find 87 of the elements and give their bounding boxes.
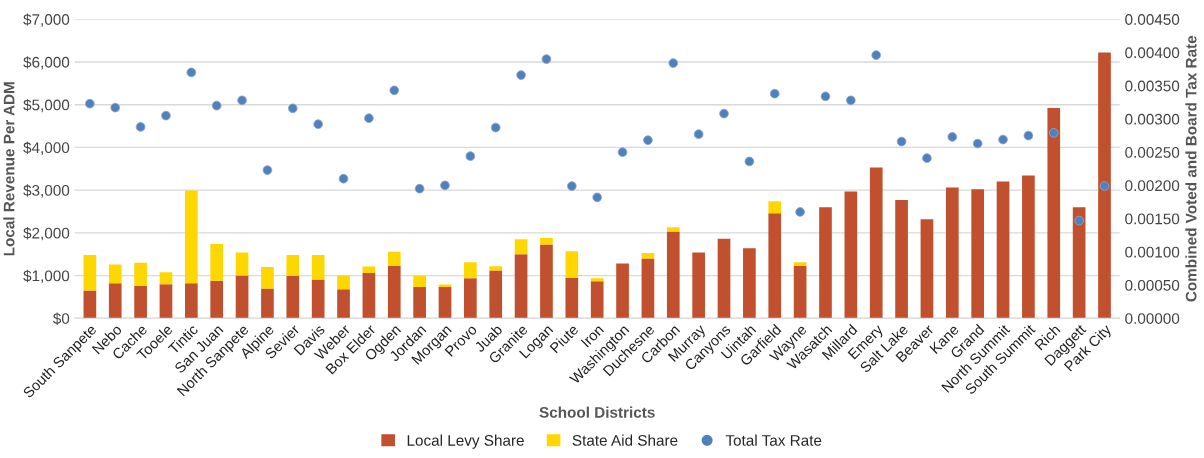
y2-tick-label: 0.00200	[1125, 180, 1180, 192]
y-tick-label: $1,000	[23, 269, 70, 284]
bar	[1047, 108, 1061, 319]
bar	[134, 285, 147, 319]
bar	[235, 275, 249, 319]
bar	[464, 278, 477, 319]
bar	[286, 276, 300, 319]
bar	[159, 284, 173, 319]
bar	[387, 265, 401, 319]
bar	[793, 265, 807, 319]
bar	[616, 263, 629, 319]
bar	[540, 244, 553, 319]
legend-label: State Aid Share	[572, 434, 678, 446]
bar	[83, 255, 97, 291]
bar	[337, 275, 350, 290]
legend-label: Local Levy Share	[407, 434, 524, 449]
bar	[514, 254, 528, 319]
bar	[413, 287, 426, 319]
y2-tick-label: 0.00400	[1125, 47, 1180, 59]
bar	[666, 227, 680, 232]
bar	[945, 187, 959, 319]
y-tick-label: $0	[52, 312, 70, 325]
bar	[261, 267, 274, 289]
bar	[311, 279, 325, 319]
bar	[261, 288, 274, 319]
bar	[464, 262, 477, 279]
bar	[971, 189, 985, 319]
bar	[286, 255, 300, 277]
bar	[1022, 175, 1035, 319]
bar	[489, 266, 503, 271]
bar	[793, 262, 807, 266]
bar	[920, 219, 934, 319]
bar	[1072, 207, 1086, 319]
bar	[210, 243, 224, 281]
bar	[159, 272, 173, 285]
y-tick-label: $5,000	[23, 98, 70, 113]
bar	[565, 251, 579, 278]
bar	[590, 278, 604, 282]
y2-tick-label: 0.00100	[1125, 246, 1180, 258]
y2-tick-label: 0.00000	[1125, 313, 1180, 324]
bar	[869, 167, 883, 319]
bar	[717, 238, 731, 319]
y-axis-title: Local Revenue Per ADM	[3, 82, 15, 256]
y-tick-label: $7,000	[23, 13, 70, 27]
y2-tick-label: 0.00300	[1125, 113, 1180, 125]
y-tick-label: $6,000	[23, 56, 70, 70]
bar	[134, 262, 147, 286]
bar	[666, 231, 680, 319]
y2-axis-title: Combined Voted and Board Tax Rate	[1185, 35, 1197, 302]
bar	[184, 190, 198, 284]
y-tick-label: $2,000	[23, 227, 70, 241]
y2-tick-label: 0.00250	[1125, 147, 1180, 158]
bar	[108, 283, 122, 319]
bar	[235, 252, 249, 276]
bar	[996, 181, 1010, 319]
bar	[692, 252, 705, 319]
bar	[895, 199, 908, 319]
bar	[438, 287, 452, 319]
bar	[362, 273, 376, 319]
bar	[413, 276, 426, 288]
bar	[540, 237, 553, 245]
bar	[1098, 52, 1111, 319]
bar	[184, 283, 198, 319]
bar	[743, 248, 756, 319]
y-tick-label: $4,000	[23, 141, 70, 155]
y2-tick-label: 0.00450	[1125, 14, 1180, 25]
legend-label: Total Tax Rate	[725, 434, 822, 446]
bar	[590, 281, 604, 319]
bar	[641, 258, 655, 319]
bar	[844, 191, 858, 319]
bar	[489, 270, 503, 319]
y2-tick-label: 0.00050	[1125, 279, 1180, 291]
y-tick-label: $3,000	[23, 184, 70, 198]
bar	[210, 280, 224, 319]
bar	[768, 213, 782, 319]
bar	[108, 264, 122, 284]
bar	[387, 251, 401, 266]
bar	[337, 289, 350, 319]
bar	[565, 277, 579, 319]
bar	[83, 290, 97, 319]
y2-tick-label: 0.00150	[1125, 213, 1180, 225]
y2-tick-label: 0.00350	[1125, 80, 1180, 92]
bar	[768, 201, 782, 214]
bar	[514, 239, 528, 255]
bar	[819, 207, 832, 319]
bar	[311, 255, 325, 280]
x-axis-title: School Districts	[539, 406, 655, 418]
